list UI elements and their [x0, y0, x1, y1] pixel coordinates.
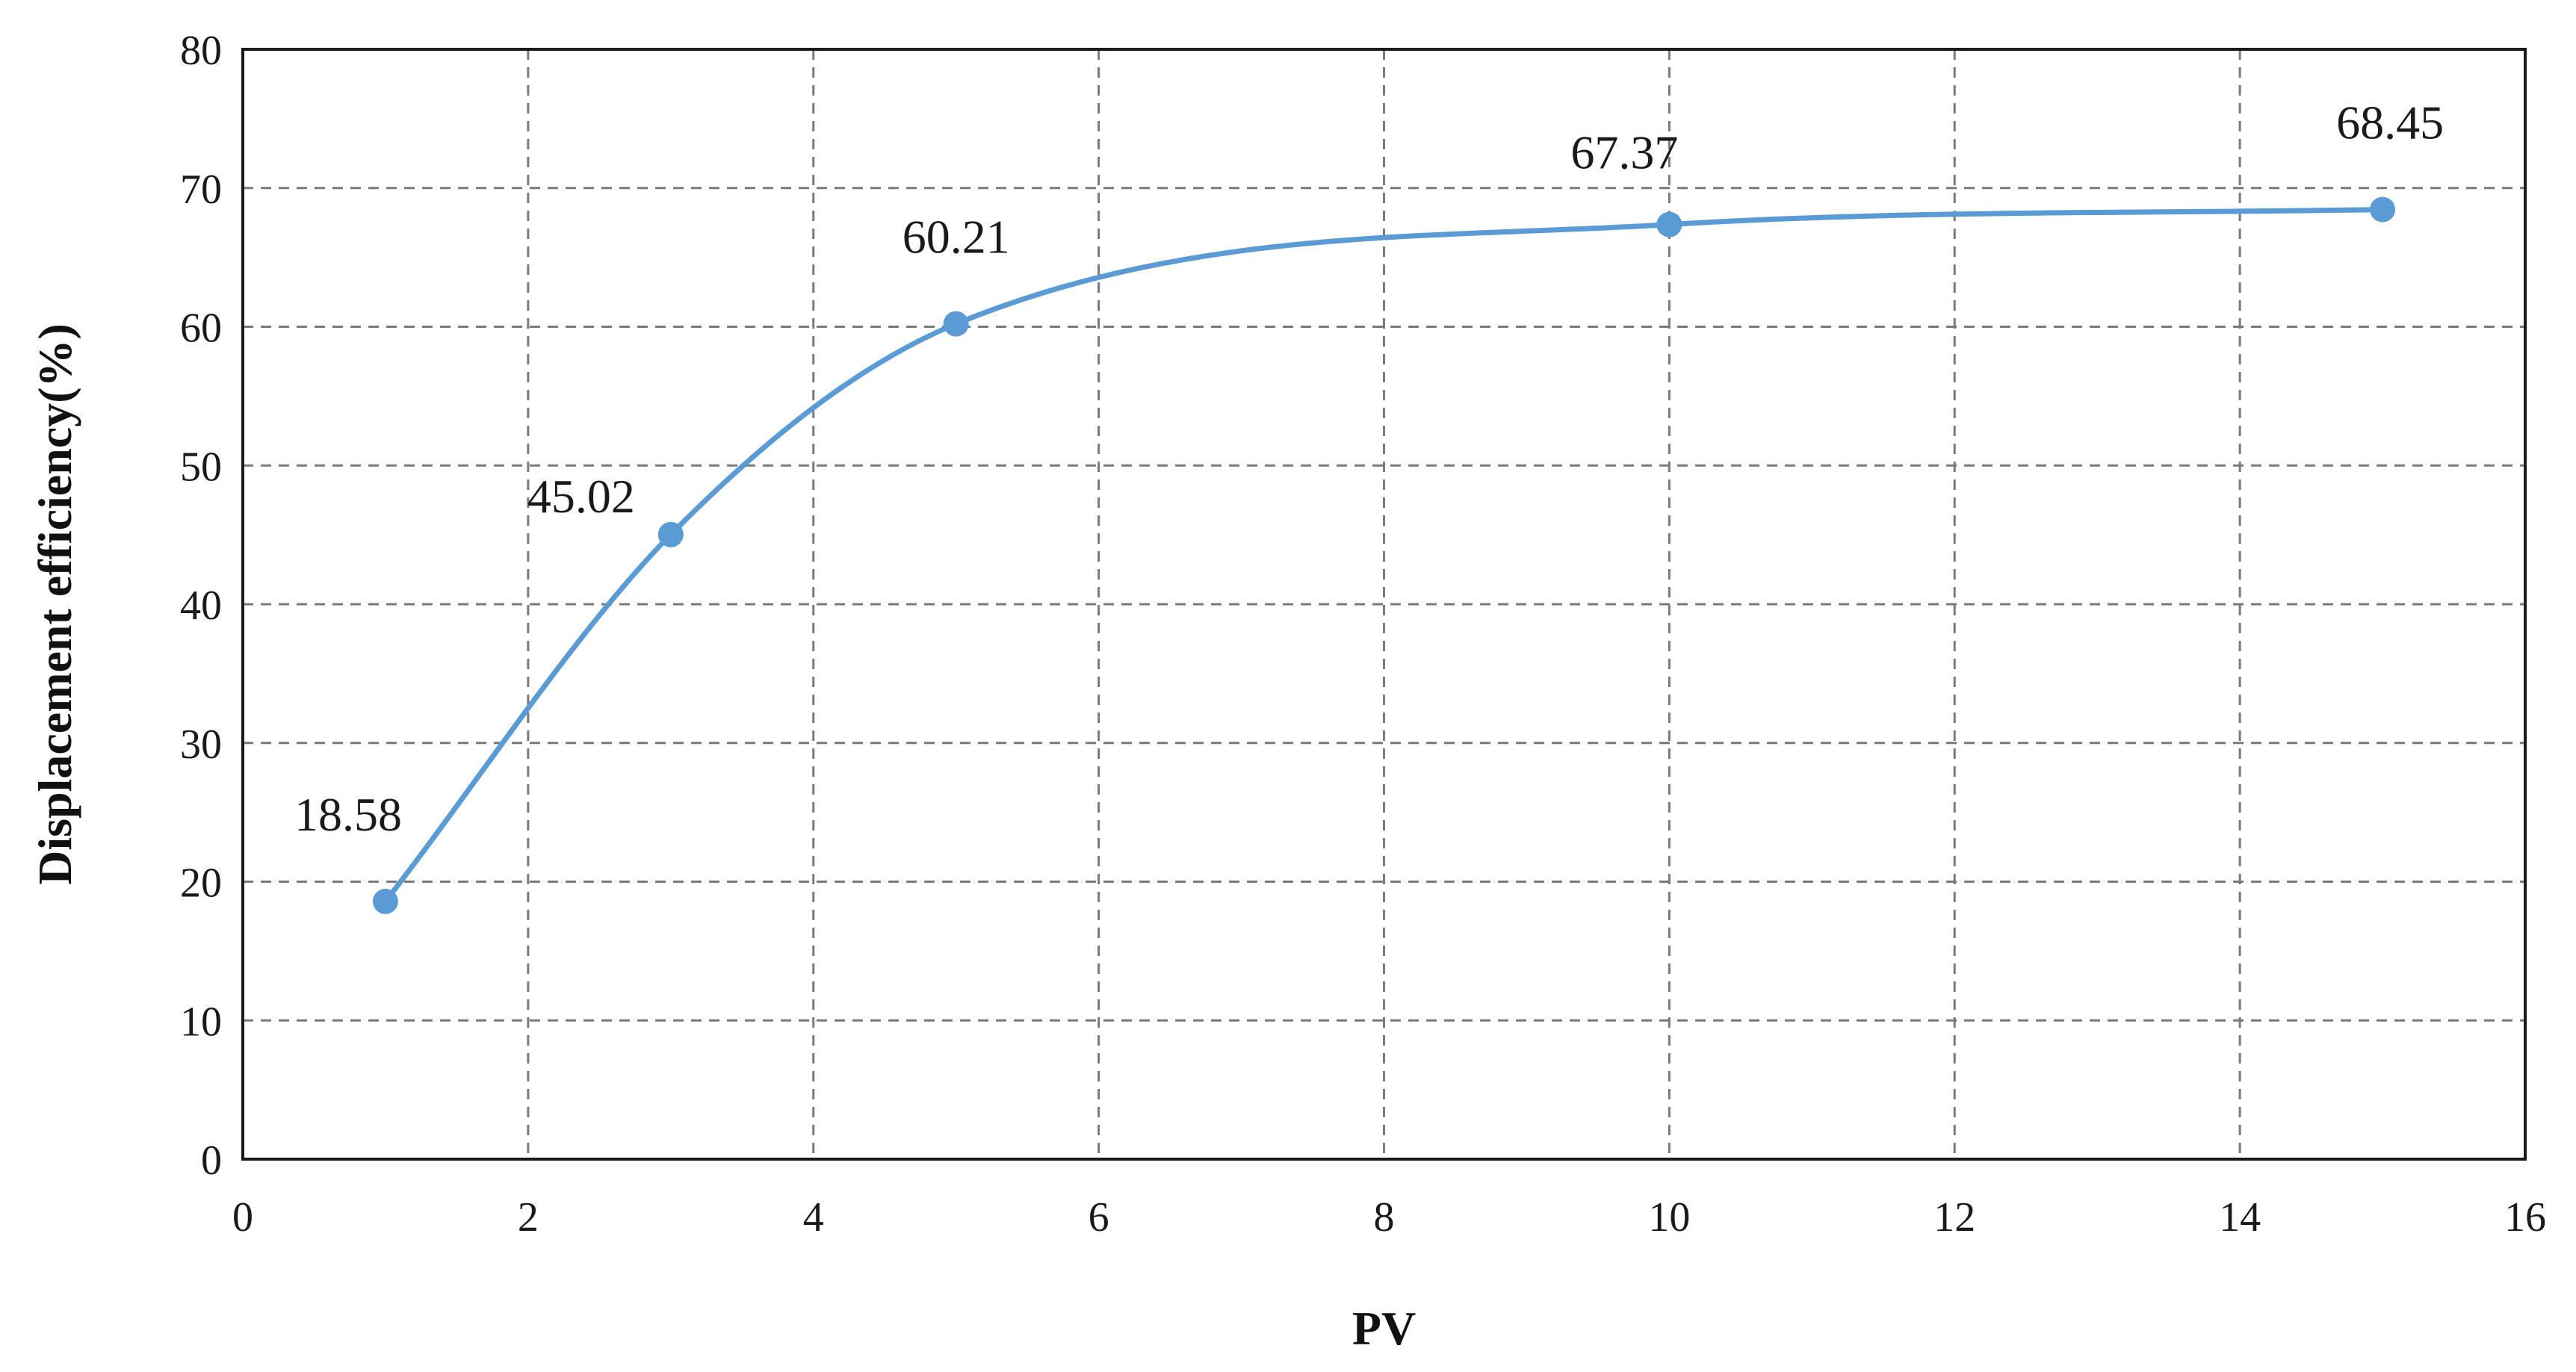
data-point — [1656, 211, 1682, 238]
x-tick-label: 4 — [803, 1194, 824, 1241]
x-tick-label: 16 — [2504, 1194, 2546, 1241]
y-tick-label: 50 — [180, 444, 222, 490]
data-point — [943, 311, 969, 337]
data-label: 68.45 — [2336, 96, 2444, 149]
plot-frame — [241, 48, 2527, 1161]
y-axis-ticks: 0 10 20 30 40 50 60 70 80 — [180, 28, 222, 1184]
x-axis-title: PV — [1352, 1302, 1416, 1355]
series-group: 18.58 45.02 60.21 67.37 68.45 — [294, 96, 2444, 914]
data-point — [372, 888, 398, 914]
data-label: 18.58 — [294, 788, 402, 841]
y-tick-label: 80 — [180, 28, 222, 74]
data-label: 60.21 — [902, 211, 1010, 264]
x-tick-label: 8 — [1374, 1194, 1395, 1241]
y-tick-label: 0 — [201, 1137, 222, 1184]
y-tick-label: 70 — [180, 167, 222, 213]
y-tick-label: 30 — [180, 721, 222, 768]
data-label: 45.02 — [527, 470, 635, 523]
data-label: 67.37 — [1570, 126, 1678, 179]
y-tick-label: 60 — [180, 305, 222, 352]
data-point — [2370, 196, 2396, 223]
x-axis-ticks: 0 2 4 6 8 10 12 14 16 — [232, 1194, 2546, 1241]
y-axis-title: Displacement efficiency(%) — [28, 323, 81, 885]
x-tick-label: 14 — [2219, 1194, 2261, 1241]
x-tick-label: 2 — [518, 1194, 539, 1241]
data-point — [657, 521, 684, 547]
y-tick-label: 10 — [180, 999, 222, 1045]
series-line — [383, 207, 2385, 904]
x-tick-label: 12 — [1933, 1194, 1975, 1241]
y-tick-label: 40 — [180, 583, 222, 629]
x-tick-label: 10 — [1648, 1194, 1690, 1241]
x-tick-label: 0 — [232, 1194, 253, 1241]
x-tick-label: 6 — [1089, 1194, 1109, 1241]
y-tick-label: 20 — [180, 860, 222, 907]
grid — [243, 49, 2525, 1159]
